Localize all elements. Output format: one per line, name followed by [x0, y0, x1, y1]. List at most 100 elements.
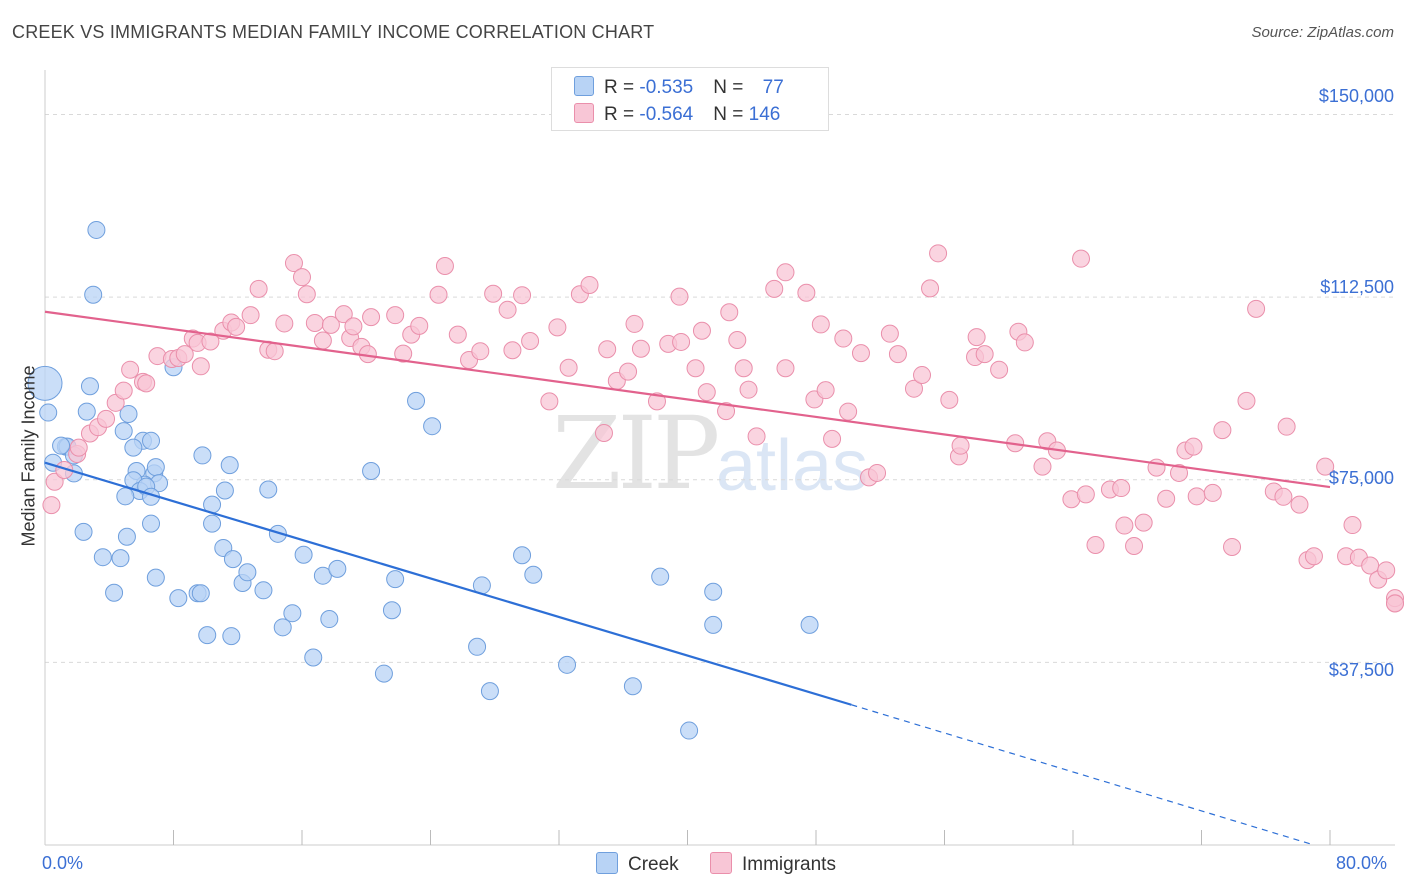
immigrants-point [227, 317, 246, 336]
immigrants-point [121, 360, 140, 379]
immigrants-point [816, 381, 835, 400]
immigrants-point [471, 342, 490, 361]
bottom-legend-immigrants: Immigrants [710, 852, 836, 876]
creek-point [283, 604, 302, 623]
immigrants-point [1343, 516, 1362, 535]
correlation-legend: R = -0.535 N = 77 R = -0.564 N = 146 [551, 67, 829, 131]
immigrants-point [1386, 594, 1404, 613]
creek-point [198, 626, 217, 645]
creek-point [27, 365, 63, 401]
immigrants-point [594, 424, 613, 443]
creek-point [220, 456, 239, 475]
immigrants-point [410, 316, 429, 335]
creek-point [124, 438, 143, 457]
immigrants-point [686, 359, 705, 378]
creek-trend-extension [851, 704, 1315, 846]
immigrants-point [394, 344, 413, 363]
immigrants-n-label: N = [713, 104, 749, 125]
immigrants-point [97, 409, 116, 428]
immigrants-point [175, 345, 194, 364]
immigrants-point [1033, 457, 1052, 476]
creek-point [704, 615, 723, 634]
creek-point [191, 584, 210, 603]
immigrants-point [717, 402, 736, 421]
creek-trend-line [44, 461, 852, 706]
y-axis-label: Median Family Income [18, 365, 39, 547]
immigrants-r-value: -0.564 [639, 104, 694, 125]
watermark-atlas: atlas [716, 426, 869, 506]
immigrants-point [975, 345, 994, 364]
immigrants-point [598, 340, 617, 359]
creek-n-label: N = [713, 77, 749, 98]
creek-point [651, 567, 670, 586]
immigrants-point [888, 345, 907, 364]
creek-point [146, 568, 165, 587]
creek-point [215, 481, 234, 500]
immigrants-point [191, 357, 210, 376]
immigrants-point [484, 284, 503, 303]
creek-point [193, 446, 212, 465]
immigrants-point [275, 314, 294, 333]
immigrants-point [851, 344, 870, 363]
immigrants-point [1316, 457, 1335, 476]
immigrants-point [498, 300, 517, 319]
immigrants-swatch [574, 103, 594, 123]
creek-point [52, 436, 71, 455]
immigrants-point [880, 324, 899, 343]
immigrants-point [448, 325, 467, 344]
creek-point [524, 565, 543, 584]
immigrants-point [1125, 536, 1144, 555]
immigrants-point [797, 283, 816, 302]
immigrants-point [990, 360, 1009, 379]
immigrants-point [265, 342, 284, 361]
immigrants-point [201, 332, 220, 351]
immigrants-point [45, 472, 64, 491]
y-tick-label-112500: $112,500 [1320, 277, 1394, 297]
immigrants-point [1247, 299, 1266, 318]
immigrants-point [1112, 479, 1131, 498]
creek-point [407, 391, 426, 410]
creek-point [680, 721, 699, 740]
creek-point [480, 682, 499, 701]
immigrants-point [868, 463, 887, 482]
immigrants-point [503, 341, 522, 360]
immigrants-point [1086, 536, 1105, 555]
immigrants-point [386, 306, 405, 325]
creek-point [203, 514, 222, 533]
immigrants-point [42, 496, 61, 515]
immigrants-point [720, 303, 739, 322]
immigrants-point [747, 427, 766, 446]
immigrants-point [921, 279, 940, 298]
x-tick-label-max: 80.0% [1336, 853, 1388, 873]
immigrants-point [293, 268, 311, 287]
immigrants-point [1223, 537, 1242, 556]
immigrants-point [625, 314, 644, 333]
immigrants-point [1377, 561, 1396, 580]
creek-r-value: -0.535 [639, 77, 694, 98]
creek-point [116, 487, 135, 506]
immigrants-point [913, 366, 932, 385]
bottom-immigrants-label: Immigrants [742, 854, 836, 875]
y-tick-label-75000: $75,000 [1328, 468, 1394, 488]
creek-point [84, 285, 103, 304]
creek-point [328, 559, 347, 578]
immigrants-point [776, 359, 795, 378]
immigrants-point [672, 332, 691, 351]
immigrants-point [580, 275, 599, 294]
immigrants-point [1072, 249, 1091, 268]
bottom-legend-creek: Creek [596, 852, 679, 876]
creek-point [386, 570, 405, 589]
immigrants-point [776, 263, 795, 282]
y-tick-label-37500: $37,500 [1328, 660, 1394, 680]
creek-point [119, 405, 138, 424]
creek-point [223, 550, 242, 569]
creek-point [273, 618, 292, 637]
immigrants-point [1134, 513, 1153, 532]
immigrants-point [540, 392, 559, 411]
legend-row-immigrants: R = -0.564 N = 146 [574, 103, 780, 126]
immigrants-point [559, 358, 578, 377]
immigrants-point [811, 315, 830, 334]
creek-point [468, 637, 487, 656]
immigrants-point [967, 328, 986, 347]
immigrants-point [1290, 495, 1309, 514]
